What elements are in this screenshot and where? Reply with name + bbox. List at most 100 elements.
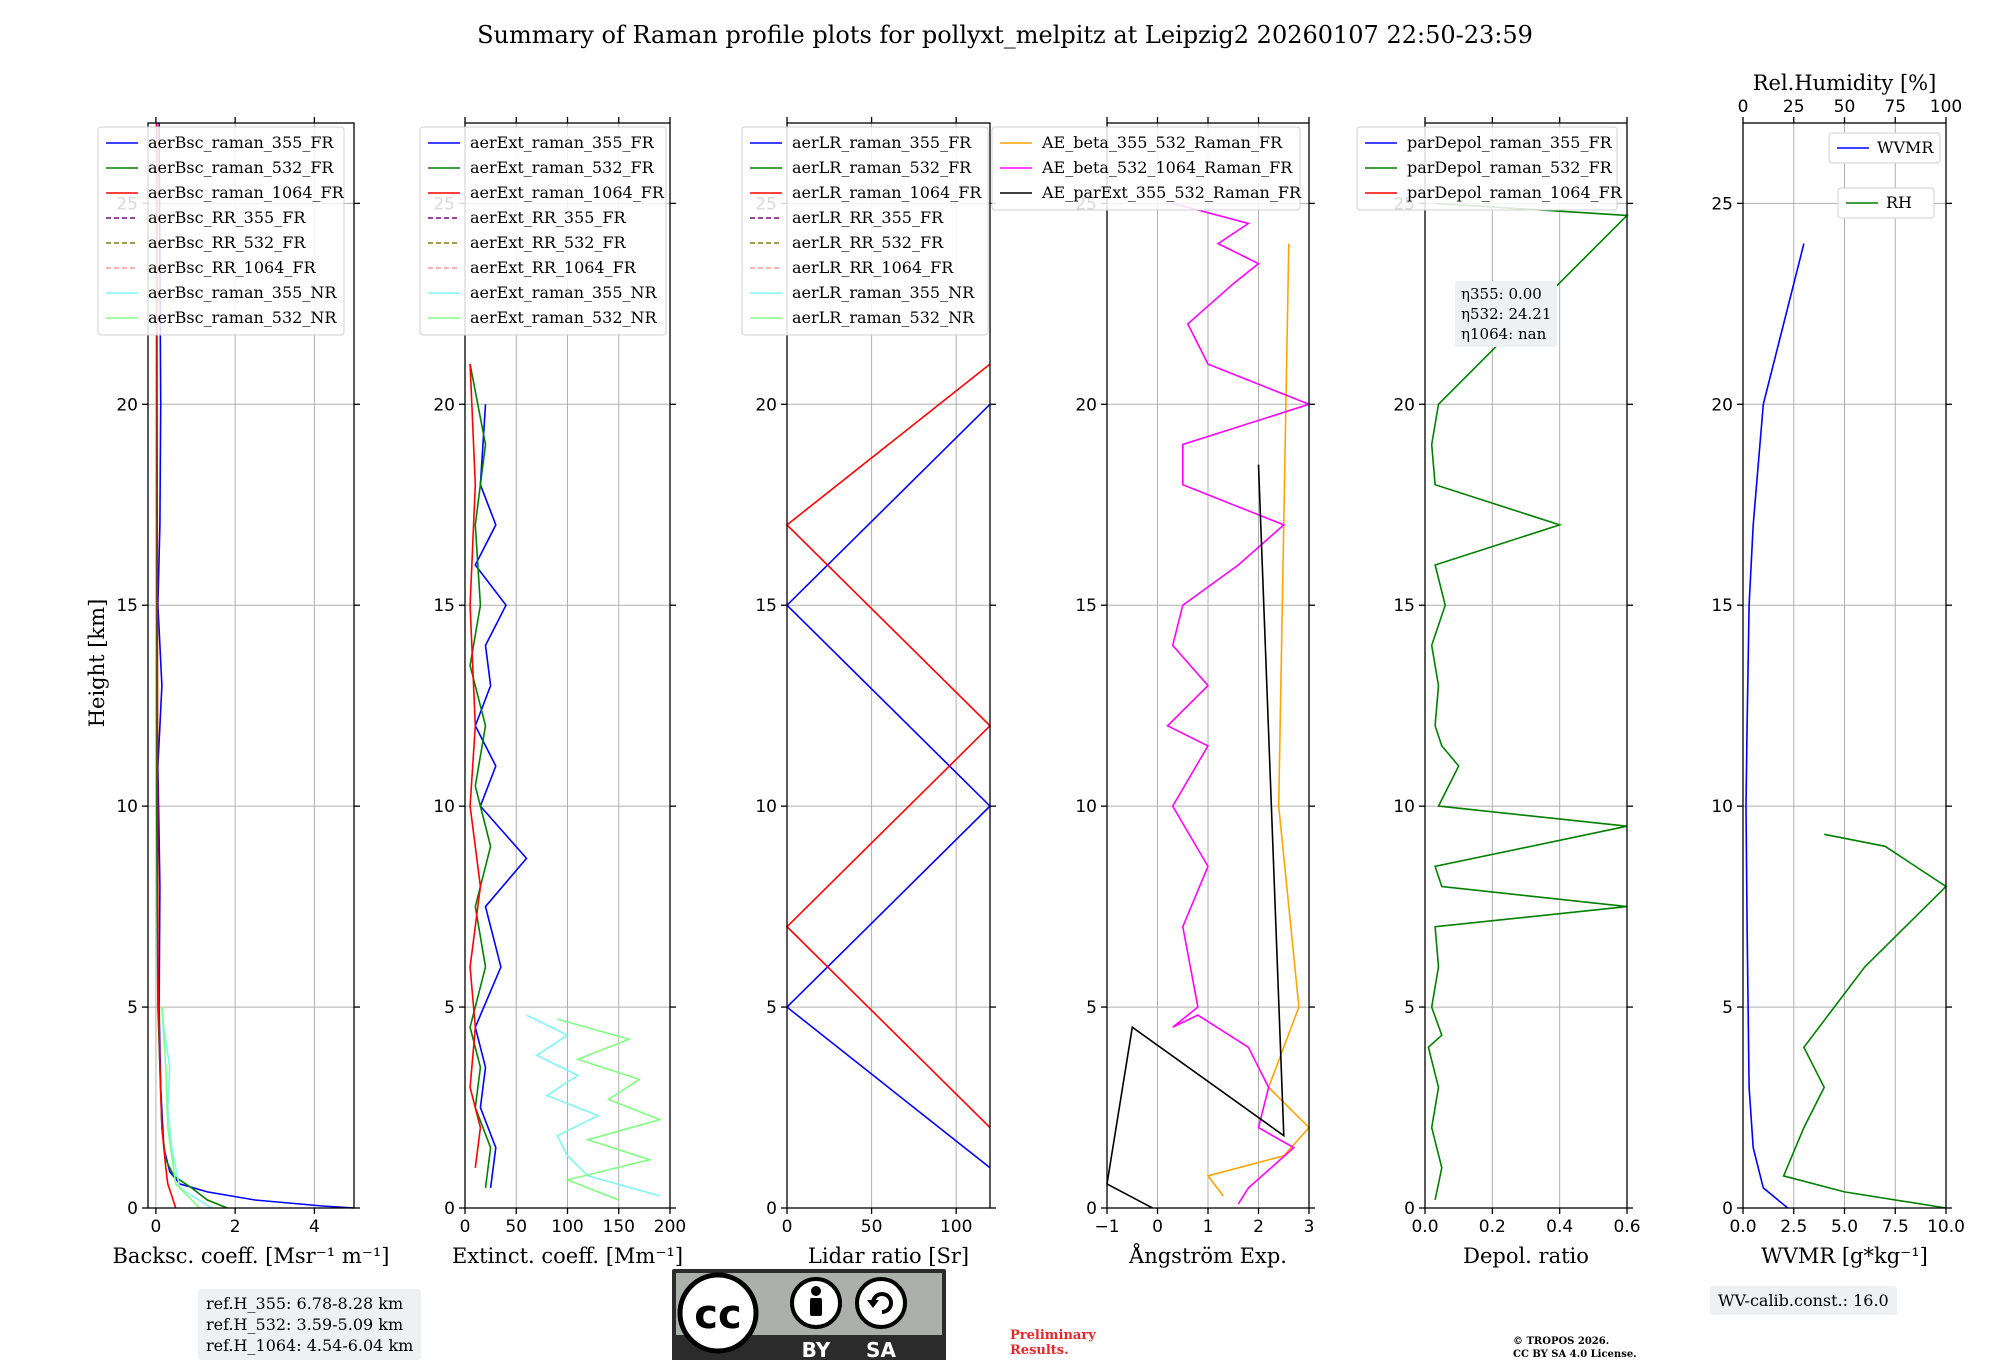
summary-figure: Summary of Raman profile plots for polly… bbox=[0, 0, 2000, 1360]
y-tick-label: 20 bbox=[1711, 395, 1733, 415]
y-tick-label: 15 bbox=[1711, 596, 1733, 616]
copyright-note: © TROPOS 2026. CC BY SA 4.0 License. bbox=[1513, 1335, 1637, 1361]
y-tick-label: 15 bbox=[433, 596, 455, 616]
eta-box: η355: 0.00 η532: 24.21 η1064: nan bbox=[1455, 281, 1557, 347]
y-tick-label: 15 bbox=[755, 596, 777, 616]
x-tick-label: 1 bbox=[1203, 1217, 1214, 1237]
wv-calib-text: WV-calib.const.: 16.0 bbox=[1718, 1290, 1889, 1311]
cc-logo-text: cc bbox=[694, 1292, 741, 1338]
series-aerLR_raman_1064_FR bbox=[787, 364, 990, 1128]
x-axis-label: Depol. ratio bbox=[1463, 1244, 1589, 1268]
legend-label: WVMR bbox=[1877, 138, 1934, 157]
legend-label: aerExt_raman_355_NR bbox=[470, 283, 658, 302]
x-tick-label: 100 bbox=[940, 1217, 972, 1237]
cc-license-logo: cc BY SA bbox=[672, 1269, 946, 1360]
legend-label: aerBsc_raman_1064_FR bbox=[148, 183, 345, 202]
preliminary-line-2: Results. bbox=[1010, 1343, 1096, 1358]
x-tick-label: 7.5 bbox=[1882, 1217, 1909, 1237]
x-tick-label: 50 bbox=[505, 1217, 527, 1237]
series-aerExt_raman_532_FR bbox=[470, 364, 491, 1188]
legend-label: AE_beta_532_1064_Raman_FR bbox=[1041, 158, 1293, 177]
y-tick-label: 5 bbox=[766, 998, 777, 1018]
x-tick-label: 200 bbox=[654, 1217, 686, 1237]
y-tick-label: 15 bbox=[1393, 596, 1415, 616]
series-aerExt_raman_355_NR bbox=[527, 1015, 660, 1196]
chart-panel-2: 0510152025050100150200Extinct. coeff. [M… bbox=[420, 117, 686, 1268]
legend-label: aerLR_raman_355_FR bbox=[792, 133, 972, 152]
legend-label: aerExt_RR_1064_FR bbox=[470, 258, 637, 277]
x-tick-label: 0.4 bbox=[1546, 1217, 1573, 1237]
x-tick-label: 100 bbox=[551, 1217, 583, 1237]
y-tick-label: 20 bbox=[755, 395, 777, 415]
x-tick-label: 0.0 bbox=[1729, 1217, 1756, 1237]
x-tick-label: 4 bbox=[309, 1217, 320, 1237]
y-tick-label: 10 bbox=[1393, 797, 1415, 817]
refh-1064: ref.H_1064: 4.54-6.04 km bbox=[206, 1335, 413, 1356]
x-tick-label: 0 bbox=[151, 1217, 162, 1237]
x-tick-label: 50 bbox=[861, 1217, 883, 1237]
series-aerExt_raman_355_FR bbox=[475, 404, 526, 1188]
legend-label: aerLR_raman_355_NR bbox=[792, 283, 975, 302]
y-tick-label: 20 bbox=[1393, 395, 1415, 415]
y-tick-label: 10 bbox=[1711, 797, 1733, 817]
x2-axis-label: Rel.Humidity [%] bbox=[1753, 71, 1937, 95]
legend-label: aerLR_RR_1064_FR bbox=[792, 258, 954, 277]
legend-label: aerLR_raman_1064_FR bbox=[792, 183, 982, 202]
series-aerExt_raman_532_NR bbox=[557, 1019, 660, 1200]
y-tick-label: 5 bbox=[1404, 998, 1415, 1018]
legend-label: parDepol_raman_355_FR bbox=[1407, 133, 1613, 152]
figure-title: Summary of Raman profile plots for polly… bbox=[477, 21, 1533, 49]
x-tick-label: 0.2 bbox=[1479, 1217, 1506, 1237]
y-tick-label: 0 bbox=[1086, 1199, 1097, 1219]
y-tick-label: 10 bbox=[116, 797, 138, 817]
y-tick-label: 10 bbox=[755, 797, 777, 817]
legend-label: aerBsc_raman_355_NR bbox=[148, 283, 337, 302]
legend-label: aerBsc_raman_355_FR bbox=[148, 133, 334, 152]
y-tick-label: 0 bbox=[444, 1199, 455, 1219]
legend-label: aerLR_raman_532_NR bbox=[792, 308, 975, 327]
legend-label: parDepol_raman_1064_FR bbox=[1407, 183, 1623, 202]
y-tick-label: 5 bbox=[1722, 998, 1733, 1018]
preliminary-results-note: Preliminary Results. bbox=[1010, 1328, 1096, 1358]
chart-panel-1: 0510152025024Backsc. coeff. [Msr⁻¹ m⁻¹]a… bbox=[98, 117, 389, 1268]
reference-height-box: ref.H_355: 6.78-8.28 km ref.H_532: 3.59-… bbox=[198, 1289, 421, 1360]
x2-tick-label: 75 bbox=[1884, 97, 1906, 117]
x-axis-label: Extinct. coeff. [Mm⁻¹] bbox=[452, 1244, 683, 1268]
legend-label: aerBsc_RR_532_FR bbox=[148, 233, 306, 252]
x-tick-label: 0.0 bbox=[1411, 1217, 1438, 1237]
share-alike-icon bbox=[857, 1279, 905, 1327]
copyright-line-2: CC BY SA 4.0 License. bbox=[1513, 1348, 1637, 1361]
preliminary-line-1: Preliminary bbox=[1010, 1328, 1096, 1343]
chart-panel-3: 0510152025050100Lidar ratio [Sr]aerLR_ra… bbox=[742, 117, 996, 1268]
legend-label: aerLR_raman_532_FR bbox=[792, 158, 972, 177]
legend-label: aerExt_raman_355_FR bbox=[470, 133, 655, 152]
series-AE_parExt_355_532_Raman_FR bbox=[1107, 465, 1284, 1208]
x-axis-label: Lidar ratio [Sr] bbox=[808, 1244, 969, 1268]
cc-by-text: BY bbox=[802, 1338, 831, 1360]
cc-sa-text: SA bbox=[866, 1338, 896, 1360]
legend-label: aerBsc_raman_532_NR bbox=[148, 308, 337, 327]
y-tick-label: 0 bbox=[127, 1199, 138, 1219]
legend-label: aerExt_RR_532_FR bbox=[470, 233, 627, 252]
y-tick-label: 5 bbox=[1086, 998, 1097, 1018]
series-RH bbox=[1784, 834, 1946, 1208]
x-axis-label: Backsc. coeff. [Msr⁻¹ m⁻¹] bbox=[113, 1244, 390, 1268]
y-axis-label: Height [km] bbox=[85, 599, 109, 728]
x-tick-label: 3 bbox=[1304, 1217, 1315, 1237]
legend-label: aerExt_raman_532_FR bbox=[470, 158, 655, 177]
legend-label: aerExt_RR_355_FR bbox=[470, 208, 627, 227]
y-tick-label: 15 bbox=[1075, 596, 1097, 616]
y-tick-label: 25 bbox=[1711, 194, 1733, 214]
y-tick-label: 10 bbox=[433, 797, 455, 817]
x2-tick-label: 0 bbox=[1738, 97, 1749, 117]
y-tick-label: 5 bbox=[127, 998, 138, 1018]
x-tick-label: 2.5 bbox=[1780, 1217, 1807, 1237]
x-tick-label: 5.0 bbox=[1831, 1217, 1858, 1237]
y-tick-label: 15 bbox=[116, 596, 138, 616]
person-icon bbox=[792, 1279, 840, 1327]
legend-label: aerExt_raman_532_NR bbox=[470, 308, 658, 327]
refh-532: ref.H_532: 3.59-5.09 km bbox=[206, 1314, 413, 1335]
series-aerLR_raman_355_FR bbox=[787, 404, 990, 1168]
x-tick-label: 2 bbox=[1253, 1217, 1264, 1237]
x-tick-label: 0.6 bbox=[1613, 1217, 1640, 1237]
